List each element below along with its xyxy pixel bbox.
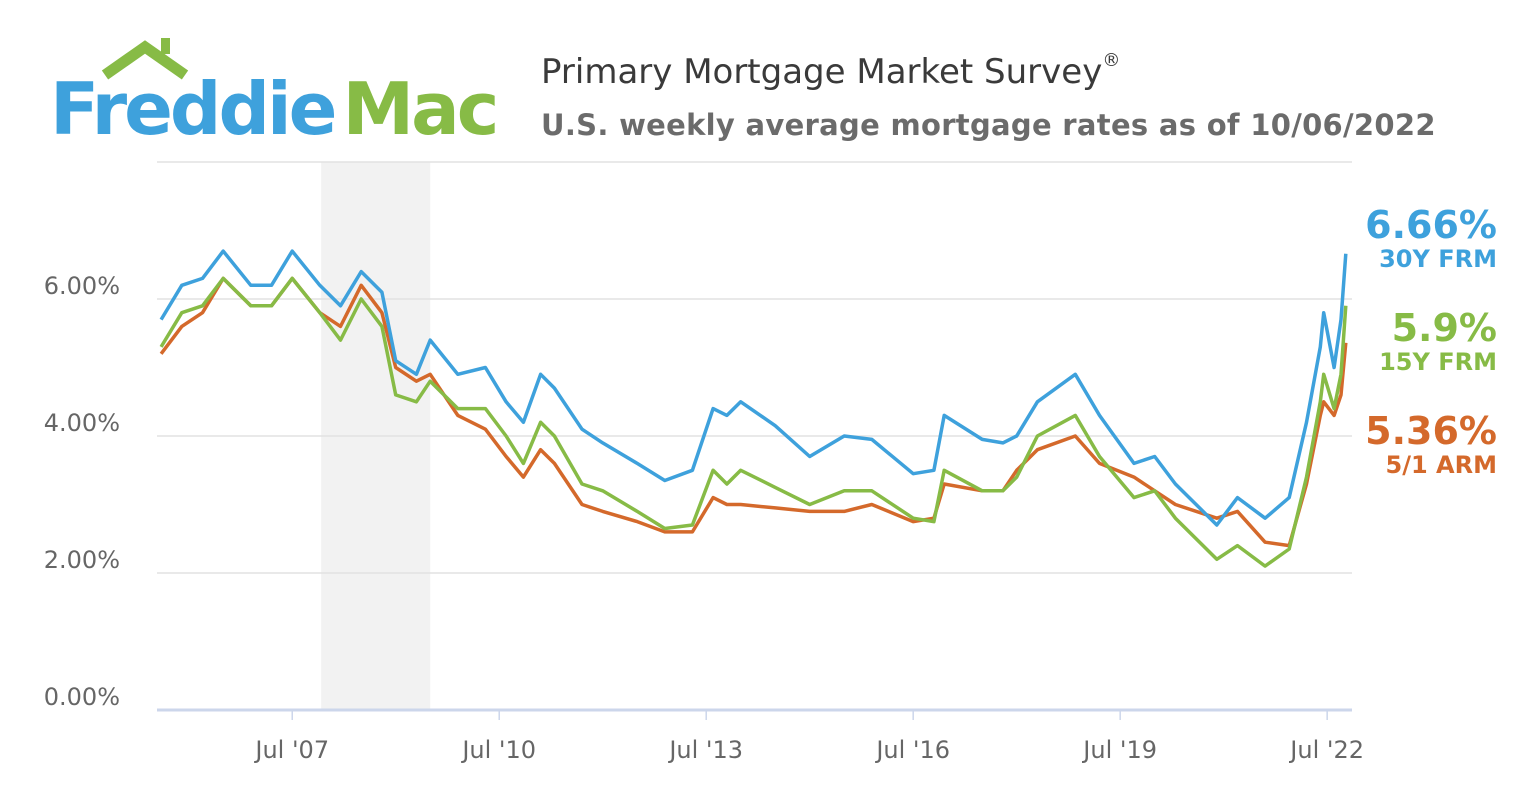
registered-mark: ® bbox=[1102, 50, 1121, 71]
house-chimney-icon bbox=[161, 38, 170, 54]
series-line-15y-frm bbox=[159, 276, 1348, 568]
series-name-30y: 30Y FRM bbox=[1379, 245, 1497, 273]
series-name-15y: 15Y FRM bbox=[1379, 348, 1497, 376]
y-tick-label: 2.00% bbox=[44, 546, 120, 574]
logo-freddie: Freddie bbox=[50, 67, 335, 150]
x-tick-label: Jul '10 bbox=[460, 736, 536, 764]
x-tick-label: Jul '19 bbox=[1081, 736, 1157, 764]
house-roof-icon bbox=[101, 40, 189, 80]
legend-5-1-arm: 5.36% 5/1 ARM bbox=[1365, 411, 1497, 479]
chart-subtitle: U.S. weekly average mortgage rates as of… bbox=[541, 108, 1436, 142]
x-tick-label: Jul '22 bbox=[1288, 736, 1364, 764]
x-tick-label: Jul '16 bbox=[874, 736, 950, 764]
latest-value-30y: 6.66% bbox=[1365, 203, 1497, 247]
x-tick-label: Jul '13 bbox=[667, 736, 743, 764]
series-name-arm: 5/1 ARM bbox=[1385, 451, 1497, 479]
latest-value-15y: 5.9% bbox=[1391, 306, 1497, 350]
legend-30y-frm: 6.66% 30Y FRM bbox=[1365, 205, 1497, 273]
chart-title-text: Primary Mortgage Market Survey bbox=[541, 52, 1103, 92]
y-tick-label: 0.00% bbox=[44, 683, 120, 711]
y-tick-label: 4.00% bbox=[44, 409, 120, 437]
latest-value-arm: 5.36% bbox=[1365, 409, 1497, 453]
logo-mac: Mac bbox=[343, 67, 497, 150]
freddie-mac-logo: Freddie Mac bbox=[50, 38, 499, 150]
series-line-5-1-arm bbox=[159, 276, 1348, 548]
series-line-30y-frm bbox=[159, 249, 1348, 527]
y-tick-label: 6.00% bbox=[44, 272, 120, 300]
legend-15y-frm: 5.9% 15Y FRM bbox=[1379, 308, 1497, 376]
chart-title: Primary Mortgage Market Survey® bbox=[541, 50, 1121, 92]
x-tick-label: Jul '07 bbox=[253, 736, 329, 764]
